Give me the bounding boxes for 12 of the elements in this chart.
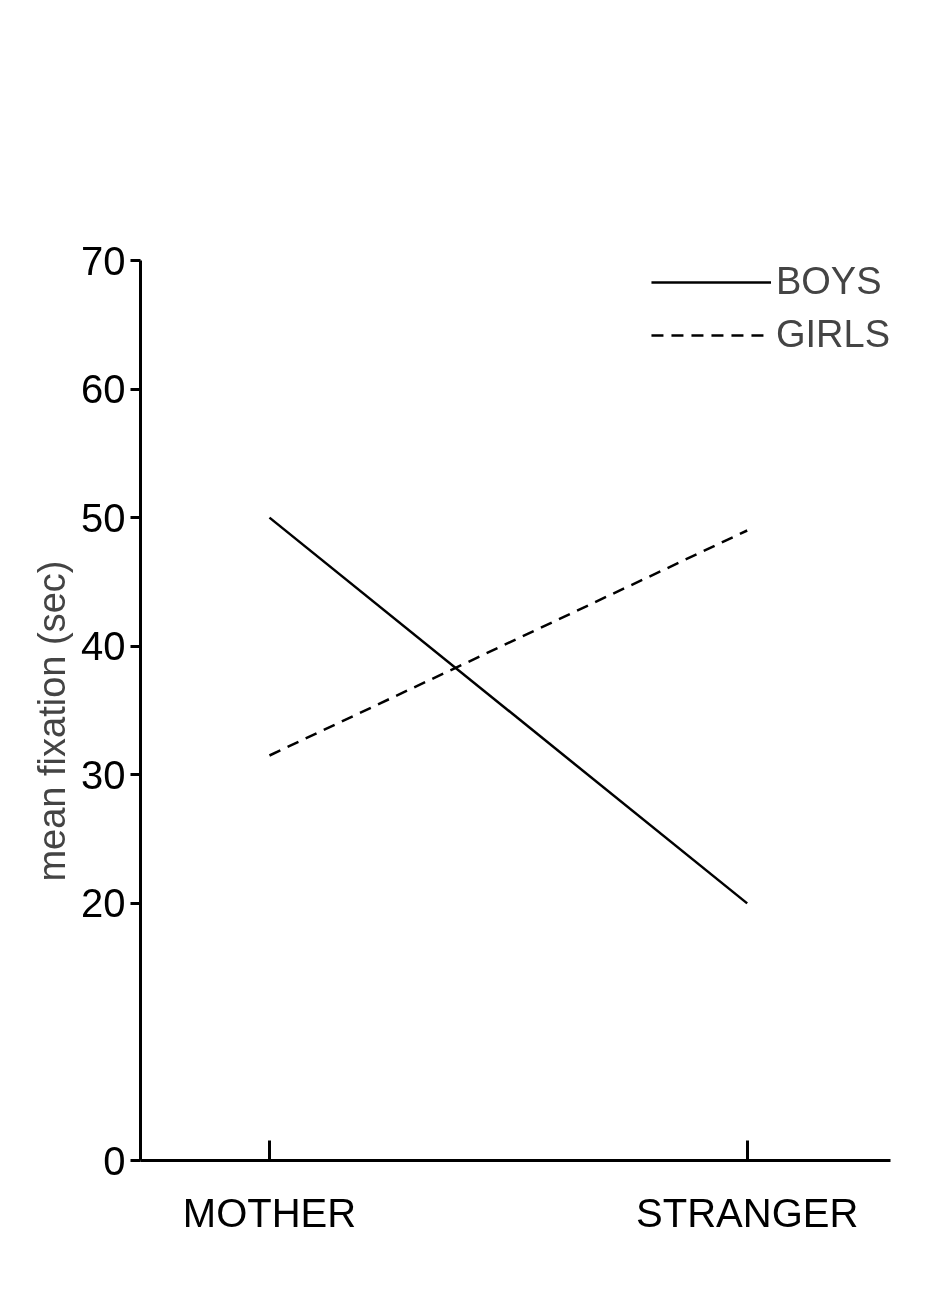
y-tick-label: 40 xyxy=(81,624,126,669)
x-tick-label: STRANGER xyxy=(636,1190,859,1235)
y-tick-label: 60 xyxy=(81,367,126,412)
legend-label: GIRLS xyxy=(775,313,890,356)
y-tick-label: 20 xyxy=(81,881,126,926)
x-tick-label: MOTHER xyxy=(182,1190,357,1235)
y-tick-label: 70 xyxy=(81,238,126,283)
y-tick-label: 50 xyxy=(81,495,126,540)
y-axis-title: mean fixation (sec) xyxy=(31,560,74,882)
legend-label: BOYS xyxy=(775,260,882,303)
y-tick-label: 0 xyxy=(103,1138,126,1183)
y-tick-label: 30 xyxy=(81,752,126,797)
